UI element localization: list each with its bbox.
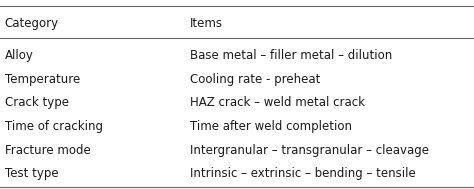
Text: Crack type: Crack type [5, 96, 69, 109]
Text: Test type: Test type [5, 167, 58, 180]
Text: Intrinsic – extrinsic – bending – tensile: Intrinsic – extrinsic – bending – tensil… [190, 167, 415, 180]
Text: Intergranular – transgranular – cleavage: Intergranular – transgranular – cleavage [190, 144, 428, 157]
Text: Base metal – filler metal – dilution: Base metal – filler metal – dilution [190, 49, 392, 62]
Text: Items: Items [190, 17, 223, 30]
Text: Time after weld completion: Time after weld completion [190, 120, 352, 133]
Text: HAZ crack – weld metal crack: HAZ crack – weld metal crack [190, 96, 365, 109]
Text: Temperature: Temperature [5, 73, 80, 86]
Text: Alloy: Alloy [5, 49, 34, 62]
Text: Fracture mode: Fracture mode [5, 144, 91, 157]
Text: Cooling rate - preheat: Cooling rate - preheat [190, 73, 320, 86]
Text: Time of cracking: Time of cracking [5, 120, 103, 133]
Text: Category: Category [5, 17, 59, 30]
